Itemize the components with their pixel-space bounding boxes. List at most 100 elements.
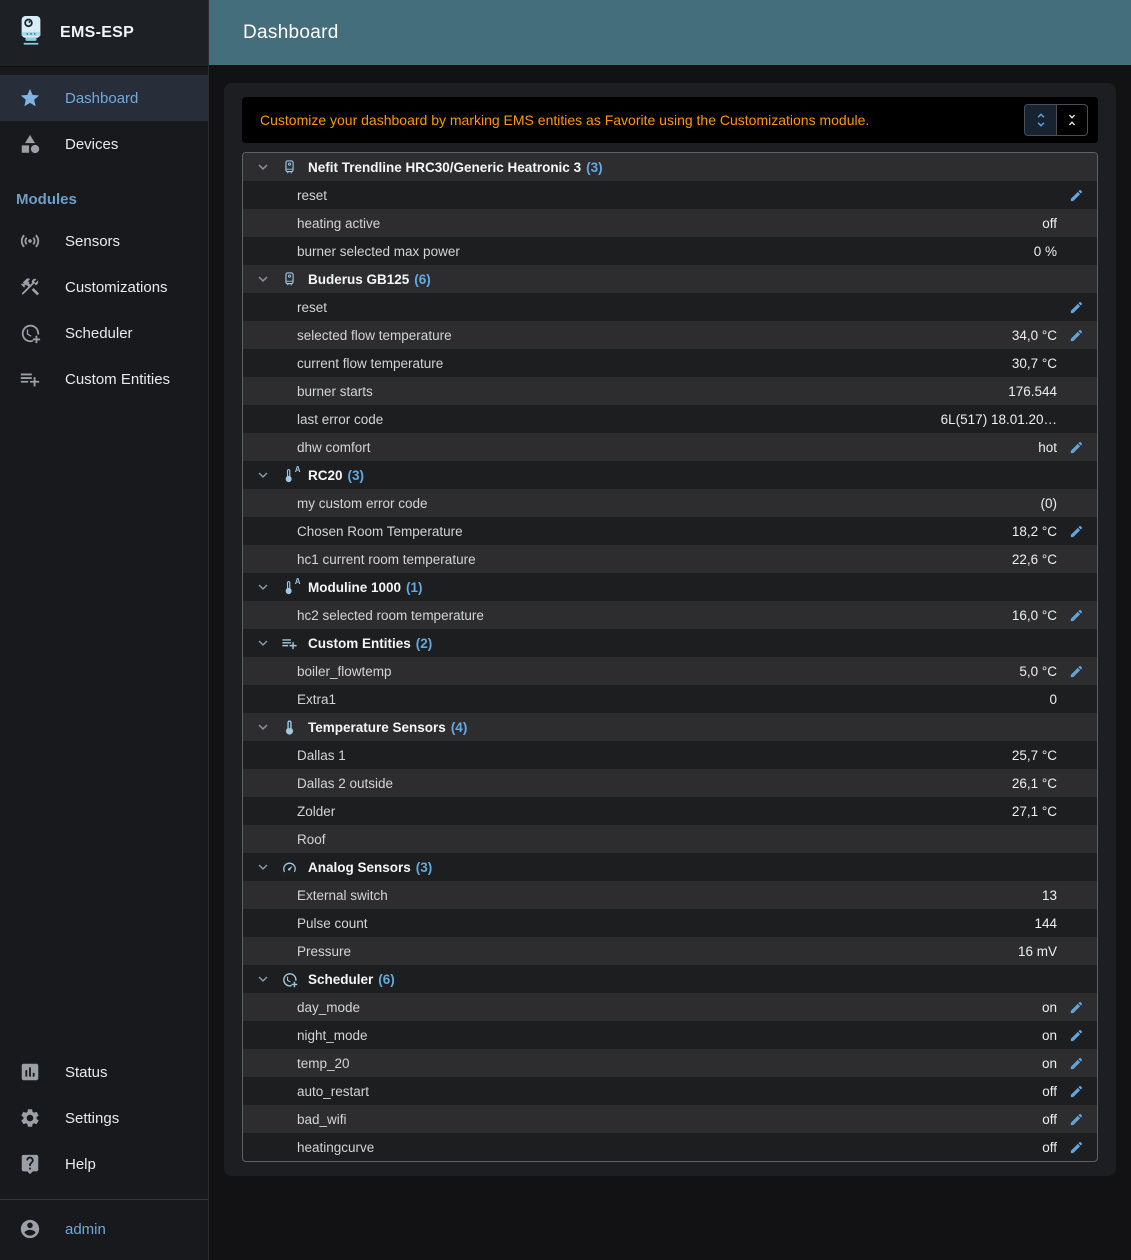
- sidebar-item-status[interactable]: Status: [0, 1049, 208, 1095]
- thermostat-icon: A: [279, 577, 301, 597]
- grid-row: Extra1 0: [243, 685, 1097, 713]
- chevron-down-icon[interactable]: [253, 157, 273, 177]
- grid-section-header[interactable]: Analog Sensors (3): [243, 853, 1097, 881]
- grid-section-header[interactable]: Scheduler (6): [243, 965, 1097, 993]
- entity-value: 0 %: [1033, 243, 1057, 259]
- grid-row[interactable]: Chosen Room Temperature 18,2 °C: [243, 517, 1097, 545]
- icon-slot: [1067, 914, 1085, 932]
- grid-row[interactable]: boiler_flowtemp 5,0 °C: [243, 657, 1097, 685]
- entity-name: auto_restart: [297, 1083, 370, 1099]
- entity-name: heating active: [297, 215, 381, 231]
- pencil-icon[interactable]: [1067, 522, 1085, 540]
- grid-row[interactable]: reset: [243, 181, 1097, 209]
- chevron-down-icon[interactable]: [253, 969, 273, 989]
- entity-name: Roof: [297, 831, 326, 847]
- section-count: (6): [414, 271, 431, 287]
- chevron-down-icon[interactable]: [253, 577, 273, 597]
- section-count: (3): [347, 467, 365, 483]
- entity-name: External switch: [297, 887, 388, 903]
- grid-row[interactable]: reset: [243, 293, 1097, 321]
- entity-value: off: [1042, 215, 1057, 231]
- section-count: (6): [378, 971, 395, 987]
- collapse-all-button[interactable]: [1056, 104, 1088, 136]
- pencil-icon[interactable]: [1067, 998, 1085, 1016]
- pencil-icon[interactable]: [1067, 1138, 1085, 1156]
- playlist-add-icon: [279, 633, 299, 653]
- pencil-icon[interactable]: [1067, 438, 1085, 456]
- entity-value: on: [1041, 1027, 1057, 1043]
- entity-value: (0): [1040, 495, 1058, 511]
- sidebar-item-customizations[interactable]: Customizations: [0, 264, 208, 310]
- pencil-icon[interactable]: [1067, 1082, 1085, 1100]
- pencil-icon[interactable]: [1067, 1110, 1085, 1128]
- grid-row[interactable]: heatingcurve off: [243, 1133, 1097, 1161]
- grid-section-header[interactable]: Nefit Trendline HRC30/Generic Heatronic …: [243, 153, 1097, 181]
- clock-plus-icon: [279, 969, 299, 989]
- section-name: Analog Sensors: [308, 859, 411, 875]
- chevron-down-icon[interactable]: [253, 717, 273, 737]
- category-icon: [19, 133, 41, 155]
- pencil-icon[interactable]: [1067, 298, 1085, 316]
- grid-section-header[interactable]: A RC20 (3): [243, 461, 1097, 489]
- grid-row[interactable]: selected flow temperature 34,0 °C: [243, 321, 1097, 349]
- tools-icon: [19, 276, 41, 298]
- pencil-icon[interactable]: [1067, 326, 1085, 344]
- sidebar-item-settings[interactable]: Settings: [0, 1095, 208, 1141]
- entity-name: temp_20: [297, 1055, 350, 1071]
- nav-label: Help: [65, 1155, 96, 1173]
- entity-name: bad_wifi: [297, 1111, 347, 1127]
- pencil-icon[interactable]: [1067, 186, 1085, 204]
- sidebar-item-devices[interactable]: Devices: [0, 121, 208, 167]
- sidebar-item-sensors[interactable]: Sensors: [0, 218, 208, 264]
- expand-collapse-button-group: [1024, 104, 1088, 136]
- grid-row[interactable]: auto_restart off: [243, 1077, 1097, 1105]
- sidebar-item-dashboard[interactable]: Dashboard: [0, 75, 208, 121]
- section-count: (3): [415, 859, 433, 875]
- app-header: EMS-ESP: [0, 0, 208, 67]
- sidebar-item-help[interactable]: Help: [0, 1141, 208, 1187]
- chevron-down-icon[interactable]: [253, 633, 273, 653]
- grid-row[interactable]: temp_20 on: [243, 1049, 1097, 1077]
- chevron-down-icon[interactable]: [253, 269, 273, 289]
- sidebar-item-custom-entities[interactable]: Custom Entities: [0, 356, 208, 402]
- grid-row[interactable]: hc2 selected room temperature 16,0 °C: [243, 601, 1097, 629]
- playlist-add-icon: [19, 368, 41, 390]
- entity-value: 22,6 °C: [1011, 551, 1057, 567]
- chevron-down-icon[interactable]: [253, 857, 273, 877]
- section-count: (2): [415, 635, 433, 651]
- grid-row: External switch 13: [243, 881, 1097, 909]
- grid-row[interactable]: bad_wifi off: [243, 1105, 1097, 1133]
- content-area: Customize your dashboard by marking EMS …: [209, 65, 1131, 1260]
- chevron-down-icon[interactable]: [253, 465, 273, 485]
- grid-row[interactable]: day_mode on: [243, 993, 1097, 1021]
- grid-row[interactable]: dhw comfort hot: [243, 433, 1097, 461]
- entity-name: selected flow temperature: [297, 327, 452, 343]
- pencil-icon[interactable]: [1067, 662, 1085, 680]
- grid-section-header[interactable]: Buderus GB125 (6): [243, 265, 1097, 293]
- sidebar-item-admin[interactable]: admin: [0, 1206, 208, 1252]
- grid-section-header[interactable]: Temperature Sensors (4): [243, 713, 1097, 741]
- nav-label: Status: [65, 1063, 108, 1081]
- gauge-icon: [279, 857, 299, 877]
- entity-name: Pulse count: [297, 915, 368, 931]
- icon-slot: [1067, 354, 1085, 372]
- sidebar-item-scheduler[interactable]: Scheduler: [0, 310, 208, 356]
- star-icon: [19, 87, 41, 109]
- expand-all-button[interactable]: [1024, 104, 1056, 136]
- notice-bar: Customize your dashboard by marking EMS …: [242, 97, 1098, 143]
- entity-value: 176.544: [1008, 383, 1057, 399]
- thermometer-icon: [279, 717, 299, 737]
- pencil-icon[interactable]: [1067, 606, 1085, 624]
- entity-name: Dallas 2 outside: [297, 775, 394, 791]
- pencil-icon[interactable]: [1067, 1054, 1085, 1072]
- notice-text: Customize your dashboard by marking EMS …: [260, 112, 870, 128]
- grid-section-header[interactable]: A Moduline 1000 (1): [243, 573, 1097, 601]
- grid-row: heating active off: [243, 209, 1097, 237]
- nav-label: admin: [65, 1220, 106, 1238]
- entity-value: on: [1041, 999, 1057, 1015]
- appbar: Dashboard: [209, 0, 1131, 65]
- grid-section-header[interactable]: Custom Entities (2): [243, 629, 1097, 657]
- grid-row[interactable]: night_mode on: [243, 1021, 1097, 1049]
- gear-icon: [19, 1107, 41, 1129]
- pencil-icon[interactable]: [1067, 1026, 1085, 1044]
